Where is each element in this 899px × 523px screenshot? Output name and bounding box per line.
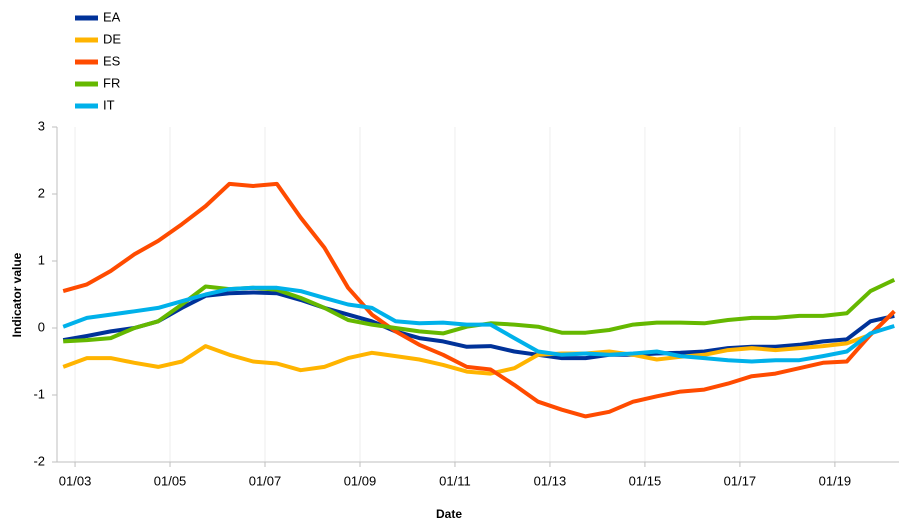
legend-label: EA [103, 9, 121, 24]
x-tick-label: 01/11 [439, 473, 471, 488]
x-tick-label: 01/03 [59, 473, 92, 488]
legend-label: FR [103, 75, 120, 90]
series-line [62, 309, 896, 376]
x-tick-label: 01/05 [154, 473, 187, 488]
y-tick-label: 0 [38, 319, 45, 334]
x-tick-label: 01/13 [534, 473, 567, 488]
x-tick-label: 01/07 [249, 473, 282, 488]
y-tick-label: -2 [33, 453, 45, 468]
x-tick-label: 01/17 [724, 473, 757, 488]
x-tick-label: 01/15 [629, 473, 662, 488]
y-axis-label: Indicator value [10, 252, 24, 337]
legend-label: IT [103, 97, 115, 112]
y-tick-label: 2 [38, 185, 45, 200]
legend-label: ES [103, 53, 121, 68]
series-line [62, 181, 896, 419]
y-tick-label: -1 [33, 386, 45, 401]
legend-label: DE [103, 31, 121, 46]
x-axis-label: Date [436, 507, 462, 521]
series-line [62, 285, 895, 364]
x-tick-label: 01/19 [819, 473, 852, 488]
y-tick-label: 3 [38, 118, 45, 133]
x-tick-label: 01/09 [344, 473, 377, 488]
y-tick-label: 1 [38, 252, 45, 267]
series-line [63, 277, 896, 344]
